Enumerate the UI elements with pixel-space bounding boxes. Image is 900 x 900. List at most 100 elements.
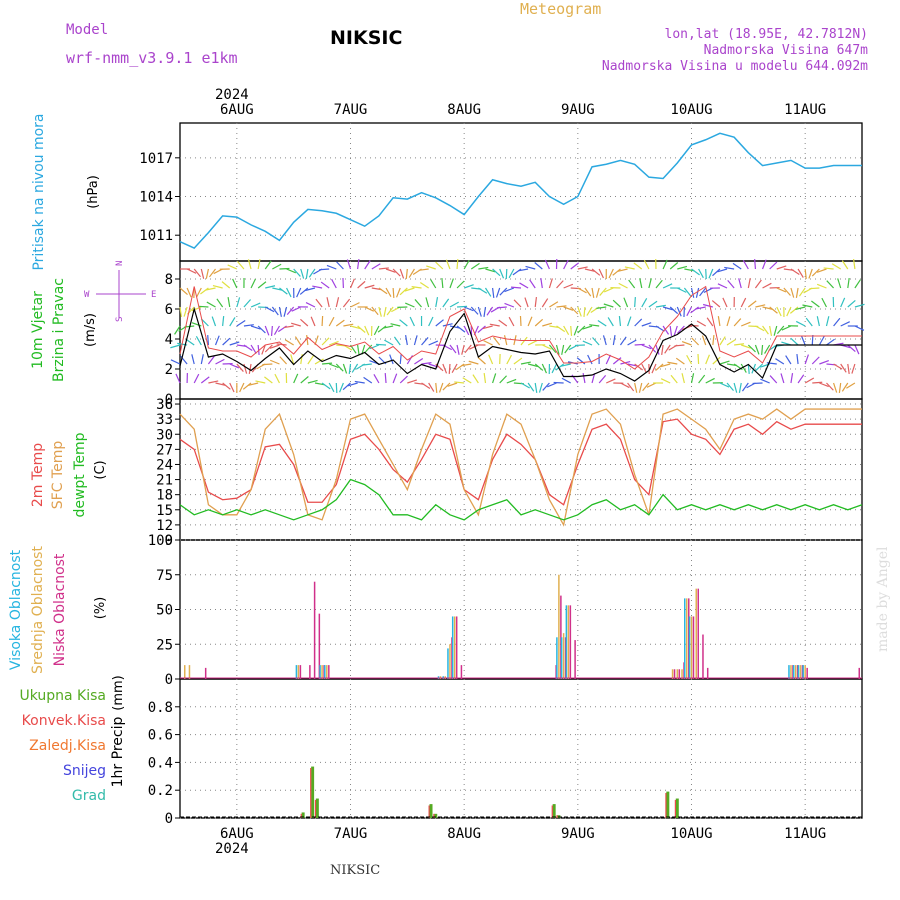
wind-arrow [250,325,261,330]
wind-arrow [529,279,536,289]
wind-arrow [690,373,695,384]
wind-arrow [577,287,587,294]
wind-arrow [790,287,795,298]
wind-arrow [586,306,593,316]
wind-arrow [627,382,635,392]
wind-arrow [299,287,309,295]
wind-arrow [724,266,735,270]
precip-conv-bar [310,767,312,818]
wind-arrow [205,268,210,279]
wind-arrow [790,337,799,346]
wind-arrow [215,358,225,365]
wind-arrow [186,268,197,274]
wind-arrow [236,363,244,372]
bottom-date-label: 10AUG [670,826,712,842]
wind-arrow [193,268,201,278]
wind-arrow [227,264,238,270]
precip-conv-bar [556,815,558,818]
top-date-label: 8AUG [447,102,481,118]
wind-arrow [308,268,316,278]
wind-arrow [541,363,548,374]
wind-arrow [305,302,316,308]
wind-arrow [705,268,707,280]
wind-arrow [795,306,806,311]
wind-arrow [655,325,665,332]
wind-arrow [373,374,380,384]
wind-arrow [591,287,595,298]
wind-arrow [357,344,360,355]
wind-arrow [854,325,865,331]
wind-arrow [456,344,460,355]
wind-arrow [193,373,200,384]
wind-arrow [584,268,595,272]
wind-arrow [205,287,216,291]
wind-arrow [468,360,479,365]
wind-arrow [701,335,707,346]
wind-arrow [563,283,574,289]
precip-total-bar [315,798,319,818]
panel-frame-2 [179,398,863,541]
wind-arrow [796,353,799,365]
wind-arrow [399,287,408,296]
wind-arrow [555,344,560,355]
wind-arrow [754,279,762,289]
wind-arrow [283,325,294,329]
wind-arrow [726,339,736,346]
wind-arrow [732,262,742,270]
wind-arrow [404,287,415,292]
wind-arrow [175,373,181,384]
wind-arrow [669,306,679,315]
wind-arrow [243,324,254,327]
wind-arrow [690,306,699,314]
wind-arrow [399,319,408,327]
wind-arrow [641,344,652,350]
wind-arrow [351,363,359,373]
wind-arrow [283,306,288,317]
model-label: Model [66,22,108,38]
wind-arrow [833,363,843,370]
wind-arrow [286,306,295,316]
wind-arrow [477,325,486,333]
wind-arrow [717,268,728,273]
wind-arrow [520,336,528,346]
wind-arrow [506,354,513,365]
wind-arrow [294,336,302,346]
sfc-temp-line [179,408,862,527]
wind-arrow [854,303,865,308]
legend-w: W [84,290,90,300]
wind-arrow [761,344,764,356]
wind-arrow [200,287,209,295]
wind-arrow [272,263,282,270]
wind-arrow [463,284,474,289]
wind-arrow [421,337,429,346]
wind-arrow [449,278,454,289]
wind-arrow [243,299,252,308]
wind-arrow [662,283,673,289]
wind-arrow [790,268,800,275]
wind-arrow [854,279,861,289]
top-date-label: 11AUG [784,102,826,118]
y-tick-label: 30 [156,427,173,443]
wind-arrow [660,363,671,368]
wind-arrow [556,325,566,333]
wind-arrow [542,322,553,327]
wind-arrow [212,284,223,289]
wind-arrow [542,344,552,350]
wind-arrow [483,340,493,346]
wind-arrow [826,280,835,289]
wind-arrow [762,306,773,310]
wind-arrow [463,306,474,312]
wind-arrow [314,358,324,365]
y-tick-label: 0 [165,392,173,408]
dewpoint-line [179,478,863,521]
wind-arrow [477,356,486,365]
y-tick-label: 6 [165,302,173,318]
wind-arrow [541,298,549,308]
wind-arrow [492,373,497,384]
wind-arrow [596,306,607,309]
wind-arrow [719,360,730,365]
wind-arrow [222,337,231,346]
model-elevation-label: Nadmorska Visina u modelu 644.092m [602,59,868,74]
wind-arrow [349,278,355,289]
y-tick-label: 4 [165,332,173,348]
